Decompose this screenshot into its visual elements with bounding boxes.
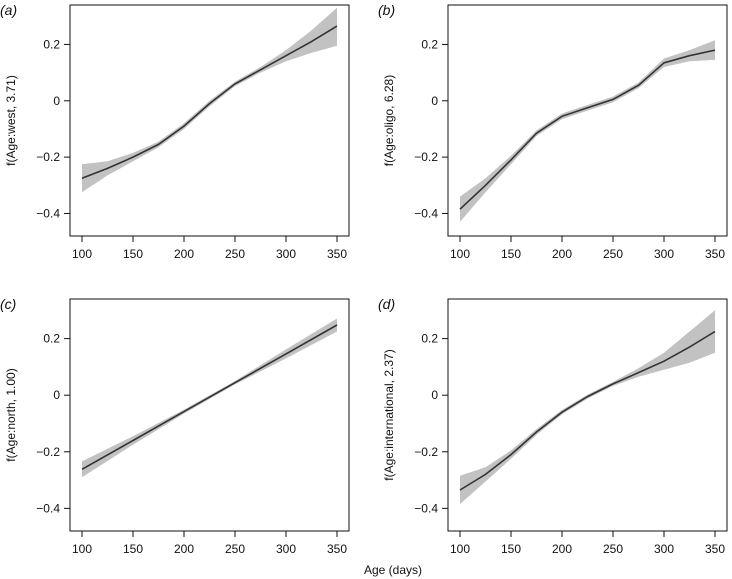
x-tick-label-a: 350 xyxy=(327,247,347,261)
x-tick-label-a: 300 xyxy=(276,247,296,261)
plot-frame-a xyxy=(69,4,350,237)
panel-label-a: (a) xyxy=(0,2,17,18)
x-tick-label-d: 300 xyxy=(654,542,674,556)
x-tick-label-c: 250 xyxy=(225,542,245,556)
x-tick-label-c: 100 xyxy=(72,542,92,556)
y-tick-label-d: 0.2 xyxy=(421,332,438,346)
x-tick-label-b: 200 xyxy=(552,247,572,261)
y-axis-title-d: f(Age:international, 2.37) xyxy=(382,349,396,480)
panel-d: 100 150 200 250 300 350 −0.4 −0.2 0 0.2 f(Age:inte… xyxy=(378,296,728,556)
fitted-line-d xyxy=(459,330,716,491)
confidence-band-a xyxy=(82,7,337,193)
plot-frame-d xyxy=(447,298,728,532)
x-tick-label-a: 200 xyxy=(174,247,194,261)
y-tick-label-c: 0.2 xyxy=(43,332,60,346)
panel-label-d: (d) xyxy=(378,296,395,312)
panel-label-b: (b) xyxy=(378,2,395,18)
y-tick-label-d: −0.2 xyxy=(414,445,438,459)
x-tick-label-b: 100 xyxy=(450,247,470,261)
y-tick-label-c: 0 xyxy=(53,388,60,402)
y-tick-label-a: −0.4 xyxy=(36,206,60,220)
confidence-band-b xyxy=(460,40,715,222)
y-tick-label-d: −0.4 xyxy=(414,501,438,515)
fitted-line-b xyxy=(459,49,716,210)
x-tick-label-b: 350 xyxy=(705,247,725,261)
x-tick-label-c: 350 xyxy=(327,542,347,556)
x-tick-label-a: 100 xyxy=(72,247,92,261)
y-axis-title-b: f(Age:oligo, 6.28) xyxy=(382,75,396,166)
y-axis-title-c: f(Age:north, 1.00) xyxy=(4,368,18,461)
panel-b: 100 150 200 250 300 350 −0.4 −0.2 0 0.2 f(Age:olig… xyxy=(378,2,728,261)
y-tick-label-b: 0.2 xyxy=(421,37,438,51)
panel-c: 100 150 200 250 300 350 −0.4 −0.2 0 0.2 f(Age:nort… xyxy=(0,296,350,556)
x-tick-label-d: 250 xyxy=(603,542,623,556)
y-tick-label-b: −0.2 xyxy=(414,150,438,164)
y-tick-label-a: 0.2 xyxy=(43,37,60,51)
panel-label-c: (c) xyxy=(0,296,16,312)
y-tick-label-b: −0.4 xyxy=(414,206,438,220)
x-axis-title: Age (days) xyxy=(364,563,422,577)
x-tick-label-a: 250 xyxy=(225,247,245,261)
x-tick-label-c: 200 xyxy=(174,542,194,556)
x-tick-label-d: 350 xyxy=(705,542,725,556)
y-tick-label-c: −0.4 xyxy=(36,501,60,515)
panel-a: 100 150 200 250 300 350 −0.4 −0.2 0 0.2 f(Age:west… xyxy=(0,2,350,261)
y-tick-label-c: −0.2 xyxy=(36,445,60,459)
x-tick-label-a: 150 xyxy=(123,247,143,261)
x-tick-label-b: 150 xyxy=(501,247,521,261)
x-tick-label-b: 300 xyxy=(654,247,674,261)
y-tick-label-a: 0 xyxy=(53,94,60,108)
fitted-line-a xyxy=(81,25,338,180)
x-tick-label-c: 300 xyxy=(276,542,296,556)
x-tick-label-d: 100 xyxy=(450,542,470,556)
plot-frame-b xyxy=(447,4,728,237)
y-tick-label-b: 0 xyxy=(431,94,438,108)
confidence-band-d xyxy=(460,310,715,505)
y-axis-title-a: f(Age:west, 3.71) xyxy=(4,75,18,166)
x-tick-label-d: 150 xyxy=(501,542,521,556)
x-tick-label-b: 250 xyxy=(603,247,623,261)
fitted-line-c xyxy=(81,324,338,470)
y-tick-label-d: 0 xyxy=(431,388,438,402)
plot-frame-c xyxy=(69,298,350,532)
panels: 100 150 200 250 300 350 −0.4 −0.2 0 0.2 f(Age:west… xyxy=(0,2,728,556)
x-tick-label-d: 200 xyxy=(552,542,572,556)
x-tick-label-c: 150 xyxy=(123,542,143,556)
y-tick-label-a: −0.2 xyxy=(36,150,60,164)
